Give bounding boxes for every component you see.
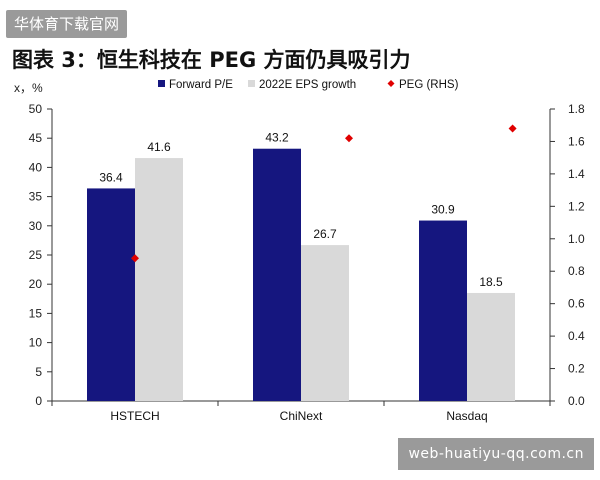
- left-tick-label: 25: [29, 248, 43, 262]
- forward-pe-bar: [253, 148, 301, 401]
- left-tick-label: 5: [35, 365, 42, 379]
- left-tick-label: 50: [29, 102, 43, 116]
- legend-swatch: [387, 80, 395, 87]
- peg-markers: [131, 124, 517, 263]
- bars: 36.4 41.6 43.2 26.7 30.9 18.5: [87, 131, 515, 401]
- forward-pe-data-label: 36.4: [99, 170, 123, 184]
- peg-marker: [345, 134, 353, 143]
- right-tick-label: 1.4: [568, 167, 585, 181]
- watermark-bottom: web-huatiyu-qq.com.cn: [398, 438, 594, 470]
- x-tick-label: HSTECH: [110, 409, 159, 423]
- right-tick-label: 0.6: [568, 297, 585, 311]
- right-axis: 0.0 0.2 0.4 0.6 0.8 1.0 1.2 1.4 1.6 1.8: [549, 102, 585, 408]
- eps-growth-bar: [301, 245, 349, 401]
- left-axis: 0 5 10 15 20 25 30 35 40 45 50: [29, 102, 53, 408]
- right-tick-label: 0.4: [568, 329, 585, 343]
- peg-marker: [131, 254, 139, 263]
- left-tick-label: 10: [29, 336, 43, 350]
- x-axis: HSTECH ChiNext Nasdaq: [51, 400, 551, 423]
- forward-pe-bar: [419, 220, 467, 401]
- left-tick-label: 0: [35, 394, 42, 408]
- legend-label: 2022E EPS growth: [259, 79, 356, 91]
- legend-label: Forward P/E: [169, 79, 233, 91]
- eps-growth-bar: [135, 158, 183, 401]
- right-tick-label: 1.2: [568, 199, 585, 213]
- eps-growth-bar: [467, 292, 515, 401]
- y-axis-label: x，%: [14, 81, 43, 95]
- right-tick-label: 1.0: [568, 232, 585, 246]
- right-tick-label: 1.6: [568, 134, 585, 148]
- eps-growth-data-label: 41.6: [147, 140, 171, 154]
- right-tick-label: 0.0: [568, 394, 585, 408]
- left-tick-label: 30: [29, 219, 43, 233]
- legend-swatch: [248, 80, 255, 87]
- right-tick-label: 1.8: [568, 102, 585, 116]
- left-tick-label: 45: [29, 131, 43, 145]
- x-tick-label: ChiNext: [280, 409, 323, 423]
- peg-marker: [508, 124, 517, 133]
- forward-pe-bar: [87, 188, 135, 401]
- legend-swatch: [158, 80, 165, 87]
- legend: Forward P/E 2022E EPS growth PEG (RHS): [158, 79, 459, 91]
- right-tick-label: 0.2: [568, 362, 585, 376]
- left-tick-label: 35: [29, 190, 43, 204]
- right-tick-label: 0.8: [568, 264, 585, 278]
- left-tick-label: 15: [29, 306, 43, 320]
- legend-label: PEG (RHS): [399, 79, 459, 91]
- eps-growth-data-label: 26.7: [313, 227, 337, 241]
- figure-title: 图表 3：恒生科技在 PEG 方面仍具吸引力: [12, 48, 411, 72]
- x-tick-label: Nasdaq: [446, 409, 487, 423]
- left-tick-label: 20: [29, 277, 43, 291]
- forward-pe-data-label: 43.2: [265, 131, 289, 145]
- watermark-top: 华体育下载官网: [6, 10, 128, 38]
- eps-growth-data-label: 18.5: [479, 275, 503, 289]
- left-tick-label: 40: [29, 160, 43, 174]
- forward-pe-data-label: 30.9: [431, 203, 455, 217]
